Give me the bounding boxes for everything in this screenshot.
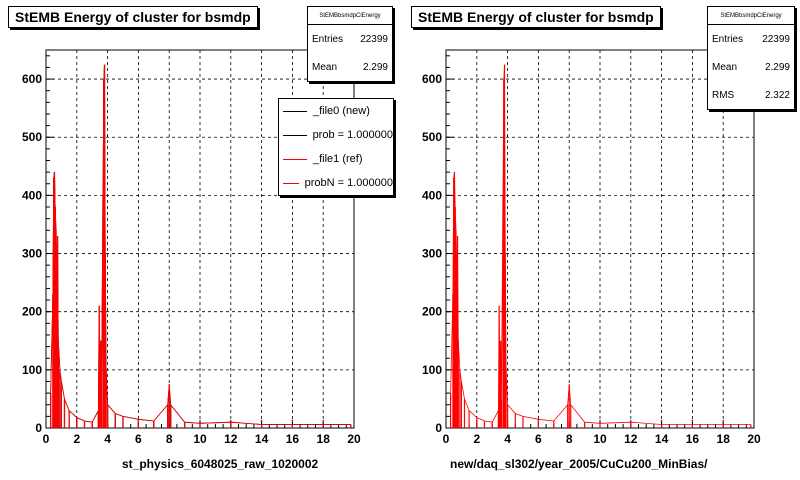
right-tick-label-x-1: 2 [473, 432, 480, 446]
right-stats-entries-label: Entries [712, 33, 744, 45]
right-stats-row-rms: RMS 2.322 [708, 81, 794, 109]
right-stats-entries-value: 22399 [762, 33, 790, 45]
left-tick-label-x-5: 10 [193, 432, 207, 446]
left-histogram-panel: 0 2 4 6 8 10 12 14 16 18 20 0 100 200 300 400 500 600 StE… [8, 6, 394, 471]
right-tick-label-y-6: 600 [422, 72, 442, 86]
right-tick-label-x-10: 20 [747, 432, 761, 446]
right-stats-title: StEMBbsmdpClEnergy [708, 7, 794, 25]
right-stats-box: StEMBbsmdpClEnergy Entries 22399 Mean 2.… [707, 6, 795, 110]
left-tick-label-x-7: 14 [255, 432, 269, 446]
legend-swatch-prob [283, 134, 307, 136]
right-chart-title: StEMB Energy of cluster for bsmdp [411, 6, 661, 28]
left-stats-entries-label: Entries [312, 33, 344, 45]
left-legend: _file0 (new) prob = 1.000000 _file1 (ref… [278, 98, 394, 196]
left-tick-label-y-0: 0 [35, 421, 42, 435]
right-tick-label-y-2: 200 [422, 305, 442, 319]
right-tick-label-x-7: 14 [655, 432, 669, 446]
left-tick-label-x-8: 16 [286, 432, 300, 446]
right-tick-label-x-0: 0 [443, 432, 450, 446]
right-tick-label-x-2: 4 [504, 432, 511, 446]
right-stats-rms-value: 2.322 [764, 89, 790, 101]
left-stats-row-entries: Entries 22399 [308, 25, 392, 53]
right-tick-label-x-3: 6 [535, 432, 542, 446]
right-tick-label-x-9: 18 [717, 432, 731, 446]
left-stats-mean-value: 2.299 [362, 61, 388, 73]
legend-label-probn: probN = 1.000000 [304, 177, 393, 189]
right-x-axis-label: new/daq_sl302/year_2005/CuCu200_MinBias/ [450, 457, 708, 471]
left-tick-label-x-2: 4 [104, 432, 111, 446]
right-tick-label-y-1: 100 [422, 363, 442, 377]
right-tick-label-y-4: 400 [422, 188, 442, 202]
left-stats-row-mean: Mean 2.299 [308, 53, 392, 81]
right-stats-row-mean: Mean 2.299 [708, 53, 794, 81]
legend-swatch-file1 [283, 158, 307, 160]
legend-swatch-probn [283, 182, 299, 184]
left-tick-label-y-4: 400 [22, 188, 42, 202]
right-tick-label-y-5: 500 [422, 130, 442, 144]
right-stats-rms-label: RMS [712, 89, 735, 101]
legend-item-probn: probN = 1.000000 [279, 171, 393, 195]
right-tick-label-y-3: 300 [422, 247, 442, 261]
left-tick-label-x-3: 6 [135, 432, 142, 446]
right-tick-label-y-0: 0 [435, 421, 442, 435]
left-tick-label-y-3: 300 [22, 247, 42, 261]
left-tick-label-x-6: 12 [224, 432, 238, 446]
right-tick-label-x-4: 8 [566, 432, 573, 446]
legend-item-file0: _file0 (new) [279, 99, 393, 123]
left-tick-label-y-1: 100 [22, 363, 42, 377]
left-tick-label-y-2: 200 [22, 305, 42, 319]
legend-item-file1: _file1 (ref) [279, 147, 393, 171]
left-tick-label-x-1: 2 [73, 432, 80, 446]
left-tick-label-x-0: 0 [43, 432, 50, 446]
right-stats-row-entries: Entries 22399 [708, 25, 794, 53]
left-tick-label-x-9: 18 [317, 432, 331, 446]
left-tick-label-y-6: 600 [22, 72, 42, 86]
left-tick-label-x-10: 20 [347, 432, 361, 446]
right-stats-mean-value: 2.299 [764, 61, 790, 73]
legend-swatch-file0 [283, 110, 307, 112]
legend-item-prob: prob = 1.000000 [279, 123, 393, 147]
left-stats-title: StEMBbsmdpClEnergy [308, 7, 392, 25]
left-chart-title: StEMB Energy of cluster for bsmdp [8, 6, 258, 28]
right-series-0 [450, 64, 752, 428]
right-tick-label-x-5: 10 [593, 432, 607, 446]
left-tick-label-y-5: 500 [22, 130, 42, 144]
left-stats-entries-value: 22399 [360, 33, 388, 45]
right-tick-label-x-6: 12 [624, 432, 638, 446]
left-series-1 [50, 64, 352, 428]
left-tick-label-x-4: 8 [166, 432, 173, 446]
legend-label-file1: _file1 (ref) [313, 153, 363, 165]
left-series-line-1 [50, 64, 351, 425]
legend-label-prob: prob = 1.000000 [312, 129, 393, 141]
legend-label-file0: _file0 (new) [313, 105, 370, 117]
left-stats-box: StEMBbsmdpClEnergy Entries 22399 Mean 2.… [307, 6, 393, 82]
right-stats-mean-label: Mean [712, 61, 738, 73]
right-series-line-0 [450, 64, 751, 425]
right-tick-label-x-8: 16 [686, 432, 700, 446]
right-histogram-panel: 0 2 4 6 8 10 12 14 16 18 20 0 100 200 300 400 500 600 StE… [400, 0, 800, 480]
left-x-axis-label: st_physics_6048025_raw_1020002 [122, 457, 319, 471]
left-stats-mean-label: Mean [312, 61, 338, 73]
